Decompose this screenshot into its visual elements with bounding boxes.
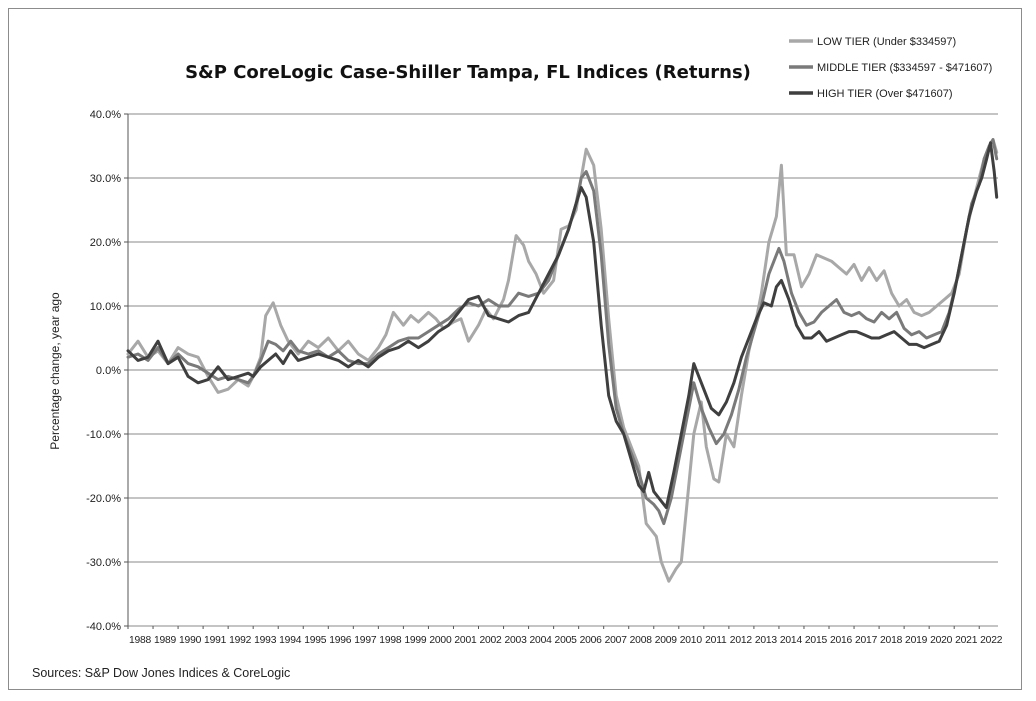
x-tick-label: 2021 (955, 635, 978, 646)
x-tick-label: 1990 (179, 635, 202, 646)
x-tick-label: 2008 (630, 635, 653, 646)
x-tick-label: 1998 (379, 635, 402, 646)
x-tick-label: 1999 (404, 635, 427, 646)
x-tick-label: 2010 (680, 635, 703, 646)
x-tick-label: 2006 (580, 635, 603, 646)
x-tick-label: 2011 (705, 635, 727, 646)
series-line-3 (126, 141, 999, 510)
x-tick-label: 2001 (454, 635, 477, 646)
x-tick-label: 2015 (805, 635, 828, 646)
x-axis-ticks: 1988 1989 1990 1991 1992 1993 1994 1995 1996 1997… (127, 626, 1003, 646)
x-tick-label: 1997 (354, 635, 377, 646)
y-tick-label: 0.0% (96, 365, 121, 377)
y-tick-label: -10.0% (86, 429, 121, 441)
series-lines (126, 138, 999, 583)
x-tick-label: 2004 (530, 635, 553, 646)
y-tick-label: -30.0% (86, 557, 121, 569)
y-axis-ticks: 40.0% 30.0% 20.0% 10.0% 0.0% -10.0% -20.0% -30.… (86, 109, 128, 633)
x-tick-label: 1991 (204, 635, 227, 646)
x-tick-label: 2014 (780, 635, 803, 646)
y-tick-label: -40.0% (86, 621, 121, 633)
chart-title: S&P CoreLogic Case-Shiller Tampa, FL Ind… (185, 62, 751, 83)
y-tick-label: 10.0% (90, 301, 121, 313)
legend-label: LOW TIER (Under $334597) (817, 36, 956, 48)
x-tick-label: 2000 (429, 635, 452, 646)
x-tick-label: 2022 (980, 635, 1003, 646)
x-tick-label: 2013 (755, 635, 778, 646)
x-tick-label: 1992 (229, 635, 252, 646)
y-tick-label: 40.0% (90, 109, 121, 121)
x-tick-label: 1996 (329, 635, 352, 646)
x-tick-label: 1993 (254, 635, 277, 646)
series-line-2 (126, 138, 999, 526)
x-tick-label: 2016 (830, 635, 853, 646)
legend-label: MIDDLE TIER ($334597 - $471607) (817, 62, 992, 74)
x-tick-label: 2005 (555, 635, 578, 646)
x-tick-label: 2019 (905, 635, 928, 646)
y-axis-label: Percentage change, year ago (48, 292, 62, 450)
x-tick-label: 2007 (605, 635, 628, 646)
x-tick-label: 1994 (279, 635, 302, 646)
x-tick-label: 2002 (479, 635, 502, 646)
legend: LOW TIER (Under $334597) MIDDLE TIER ($33… (789, 36, 992, 100)
source-note: Sources: S&P Dow Jones Indices & CoreLog… (32, 666, 290, 680)
series-line-1 (126, 138, 999, 583)
x-tick-label: 2009 (655, 635, 678, 646)
legend-label: HIGH TIER (Over $471607) (817, 88, 953, 100)
x-tick-label: 2012 (730, 635, 753, 646)
x-tick-label: 1988 (129, 635, 152, 646)
y-tick-label: -20.0% (86, 493, 121, 505)
y-tick-label: 20.0% (90, 237, 121, 249)
x-tick-label: 1995 (304, 635, 327, 646)
y-tick-label: 30.0% (90, 173, 121, 185)
x-tick-label: 2017 (855, 635, 878, 646)
x-tick-label: 1989 (154, 635, 177, 646)
x-tick-label: 2020 (930, 635, 953, 646)
x-tick-label: 2003 (504, 635, 527, 646)
x-tick-label: 2018 (880, 635, 903, 646)
